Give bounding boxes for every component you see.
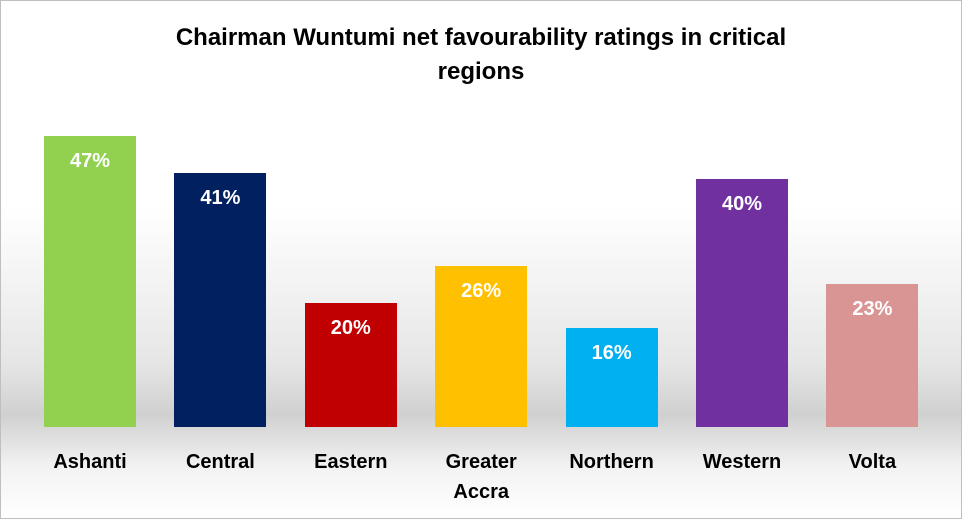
x-tick-label: Central [185, 451, 255, 473]
value-label: 41% [200, 186, 241, 209]
value-label: 23% [852, 298, 893, 321]
chart-title: Chairman Wuntumi net favourability ratin… [175, 24, 787, 85]
bar [174, 172, 267, 427]
bar [44, 135, 136, 427]
value-label: 40% [721, 193, 763, 215]
bar [435, 265, 528, 427]
x-tick-label: Eastern [314, 451, 388, 473]
x-tick-label: Northern [569, 451, 654, 473]
bar [696, 179, 788, 427]
value-label: 26% [461, 279, 502, 302]
x-tick-label: Western [702, 451, 782, 473]
x-tick-label: Volta [848, 451, 897, 473]
value-label: 16% [591, 341, 632, 364]
bar [826, 284, 919, 427]
value-label: 20% [330, 317, 371, 339]
x-tick-label: Greater Accra [445, 451, 517, 503]
x-tick-label: Ashanti [53, 451, 127, 473]
value-label: 47% [69, 149, 111, 172]
bar [304, 303, 397, 427]
bar [565, 327, 658, 427]
